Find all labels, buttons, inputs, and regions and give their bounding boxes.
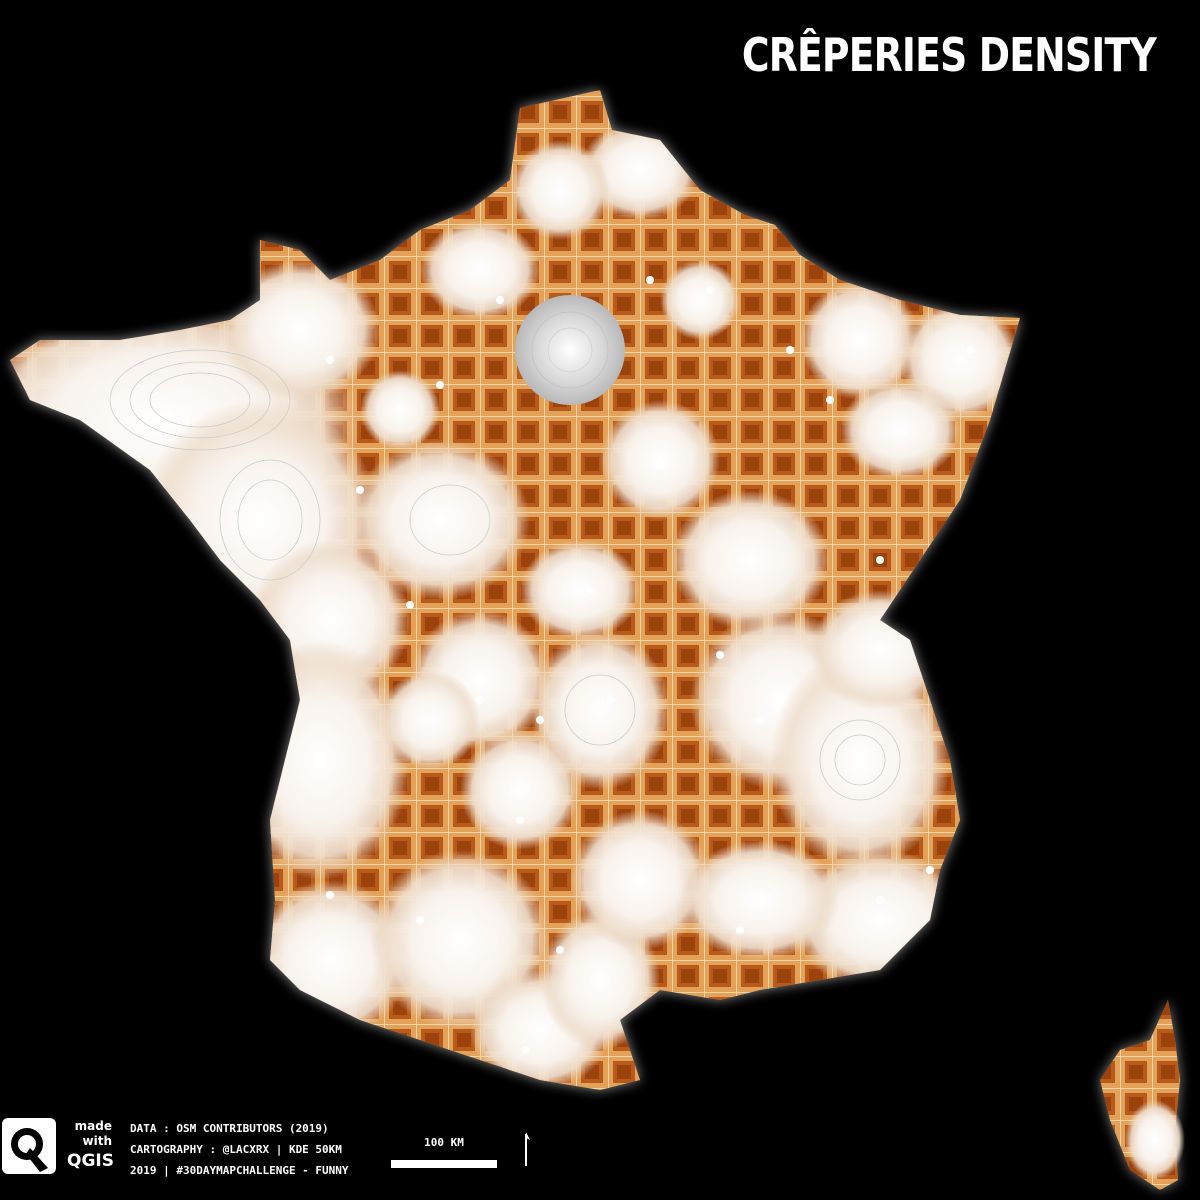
logo-qgis: QGIS <box>67 1151 114 1171</box>
map-title: CRÊPERIES DENSITY <box>741 28 1157 82</box>
credits-data-line: DATA : OSM CONTRIBUTORS (2019) <box>130 1122 329 1135</box>
logo-made: made <box>75 1119 112 1133</box>
corsica <box>1100 1000 1185 1190</box>
scale-label: 100 KM <box>424 1136 464 1149</box>
credits-challenge-line: 2019 | #30DAYMAPCHALLENGE - FUNNY <box>130 1164 349 1177</box>
contour-lines <box>109 349 901 801</box>
north-arrow-icon <box>525 1132 530 1166</box>
credits-cartography-line: CARTOGRAPHY : @LACXRX | KDE 50KM <box>130 1143 342 1156</box>
scale-bar-line <box>391 1160 497 1168</box>
scale-bar: 100 KM <box>390 1136 498 1176</box>
map-credits: DATA : OSM CONTRIBUTORS (2019) CARTOGRAP… <box>130 1118 349 1181</box>
creperie-points <box>326 266 974 1054</box>
qgis-logo-icon: made with QGIS <box>0 1118 118 1178</box>
logo-with: with <box>83 1134 112 1148</box>
paris-peak <box>515 295 625 405</box>
